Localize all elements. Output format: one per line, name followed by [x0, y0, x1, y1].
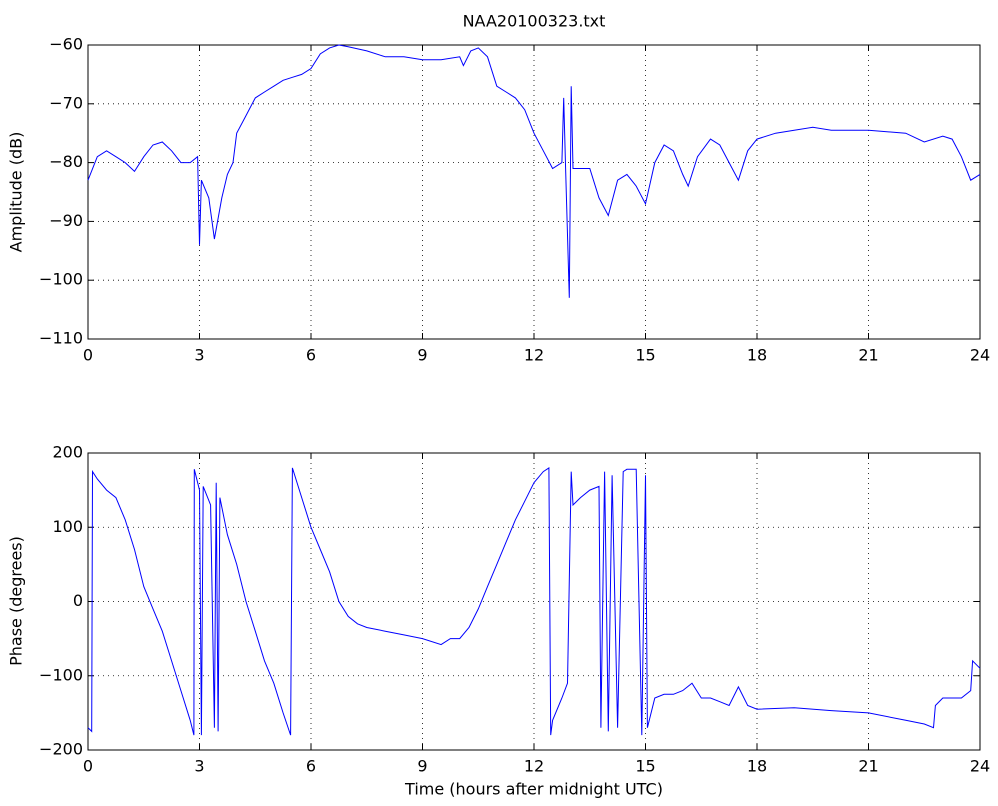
x-tick-label: 15 — [635, 346, 655, 365]
x-tick-label: 21 — [858, 757, 878, 776]
x-tick-label: 12 — [524, 757, 544, 776]
x-tick-label: 9 — [417, 757, 427, 776]
x-tick-label: 21 — [858, 346, 878, 365]
x-tick-label: 24 — [970, 346, 990, 365]
x-tick-label: 3 — [194, 346, 204, 365]
x-tick-label: 6 — [306, 757, 316, 776]
y-tick-label: −100 — [39, 270, 83, 289]
y-axis-label: Amplitude (dB) — [7, 132, 26, 253]
x-tick-label: 9 — [417, 346, 427, 365]
y-tick-label: 0 — [73, 591, 83, 610]
data-line — [87, 44, 981, 298]
x-tick-label: 6 — [306, 346, 316, 365]
y-tick-label: −110 — [39, 329, 83, 348]
x-tick-label: 18 — [747, 346, 767, 365]
y-axis-label: Phase (degrees) — [7, 536, 26, 666]
x-tick-label: 3 — [194, 757, 204, 776]
y-tick-label: −200 — [39, 740, 83, 759]
data-line — [87, 466, 981, 736]
y-tick-label: −90 — [49, 211, 83, 230]
x-tick-label: 0 — [83, 346, 93, 365]
x-tick-label: 18 — [747, 757, 767, 776]
y-tick-label: −80 — [49, 152, 83, 171]
plot-frame — [87, 44, 981, 340]
x-tick-label: 0 — [83, 757, 93, 776]
x-tick-label: 15 — [635, 757, 655, 776]
x-tick-label: 24 — [970, 757, 990, 776]
y-tick-label: 200 — [52, 443, 83, 462]
y-tick-label: −100 — [39, 665, 83, 684]
x-tick-label: 12 — [524, 346, 544, 365]
chart-title: NAA20100323.txt — [463, 12, 606, 31]
plot-frame — [87, 452, 981, 751]
y-tick-label: −70 — [49, 93, 83, 112]
y-tick-label: 100 — [52, 517, 83, 536]
y-tick-label: −60 — [49, 35, 83, 54]
x-axis-label: Time (hours after midnight UTC) — [404, 780, 663, 799]
